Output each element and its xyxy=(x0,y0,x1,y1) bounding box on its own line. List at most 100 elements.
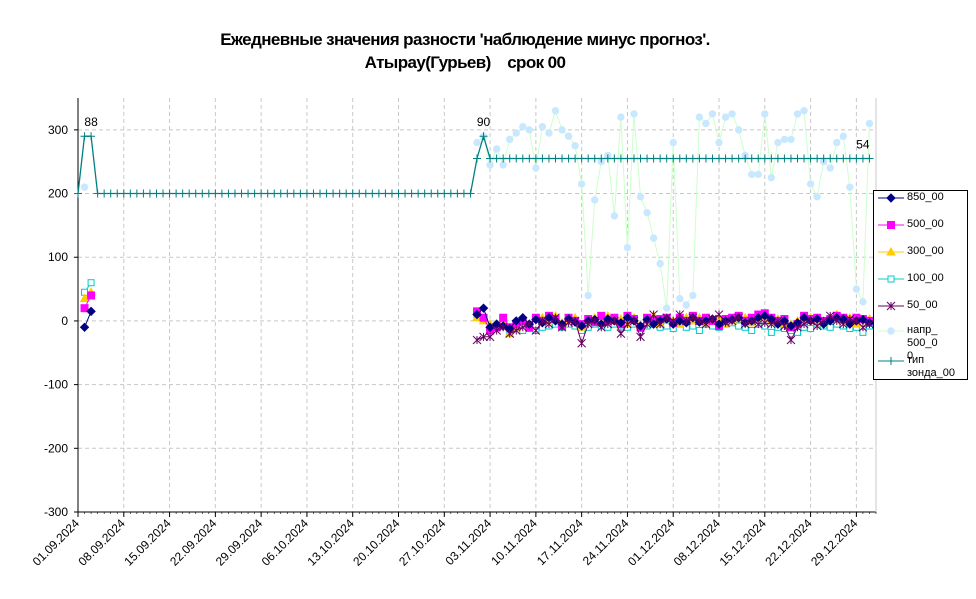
series-4-point xyxy=(583,319,593,329)
series-5-point xyxy=(558,126,566,134)
series-5-point xyxy=(715,138,723,147)
series-5-point xyxy=(787,135,795,144)
y-tick-label: -100 xyxy=(44,378,68,392)
series-0-point xyxy=(825,316,835,326)
series-5-point xyxy=(532,164,540,172)
series-4-point xyxy=(688,313,698,323)
legend-symbol xyxy=(878,327,904,335)
series-4-point xyxy=(708,314,717,324)
series-5-point xyxy=(767,173,776,182)
point-label: 88 xyxy=(84,115,98,129)
series-4-point xyxy=(721,318,730,328)
series-4-point xyxy=(511,326,521,335)
series-5-point xyxy=(793,110,802,118)
series-5-point xyxy=(780,135,789,144)
series-5-point xyxy=(708,110,717,118)
y-tick-label: 0 xyxy=(61,314,68,328)
x-tick-label: 29.12.2024 xyxy=(808,516,861,569)
series-5-point xyxy=(519,122,527,131)
legend: 850_00 500_00 300_00 100_00 50_00 напр_500_00… xyxy=(873,190,968,380)
y-tick-label: 300 xyxy=(48,123,68,137)
legend-point xyxy=(886,301,896,311)
series-4-point xyxy=(649,310,658,319)
series-6 xyxy=(74,132,874,198)
series-5-point xyxy=(721,113,730,121)
series-5-point xyxy=(676,294,684,303)
legend-label: 500_00 xyxy=(907,218,944,230)
x-tick-label: 13.10.2024 xyxy=(304,516,357,569)
legend-point xyxy=(887,275,895,283)
series-4-point xyxy=(472,335,482,345)
series-5-point xyxy=(623,243,632,252)
series-5-point xyxy=(754,170,762,179)
series-4-point xyxy=(812,321,822,331)
series-4-point xyxy=(727,316,737,326)
series-5-point xyxy=(859,298,867,306)
x-tick-label: 06.10.2024 xyxy=(259,516,312,569)
series-5-point xyxy=(545,129,553,137)
series-layer xyxy=(74,107,875,348)
series-0-point xyxy=(511,316,521,326)
series-0-point xyxy=(478,303,489,313)
series-4-point xyxy=(793,322,802,332)
series-5-point xyxy=(833,138,841,147)
x-tick-label: 29.09.2024 xyxy=(213,516,266,569)
series-3-point xyxy=(748,326,756,334)
series-3-point xyxy=(695,326,703,334)
legend-label: напр_500_00 xyxy=(907,324,938,362)
series-5-point xyxy=(682,301,691,309)
series-5-point xyxy=(774,138,782,147)
series-4-point xyxy=(681,316,691,326)
series-4-point xyxy=(623,319,632,329)
legend-point xyxy=(886,246,896,256)
chart-title-line-1: Ежедневные значения разности 'наблюдение… xyxy=(220,30,710,49)
legend-symbol xyxy=(878,357,904,365)
series-4-point xyxy=(616,329,626,339)
series-4-point xyxy=(825,311,835,321)
series-4-point xyxy=(505,329,515,339)
series-4-point xyxy=(538,316,547,326)
series-5-point xyxy=(662,304,671,312)
series-4-point xyxy=(642,319,652,329)
series-5-point xyxy=(649,234,658,242)
x-tick-label: 03.11.2024 xyxy=(442,516,494,568)
y-tick-label: -200 xyxy=(44,441,68,455)
legend-symbol xyxy=(878,221,904,229)
legend-point xyxy=(887,327,895,335)
series-5-point xyxy=(643,208,651,217)
series-6-point xyxy=(74,189,82,198)
series-4-point xyxy=(596,322,606,332)
series-5-point xyxy=(656,259,664,268)
series-4-point xyxy=(551,313,560,323)
point-labels: 88 90 54 xyxy=(84,115,870,151)
series-0-point xyxy=(485,322,495,332)
series-5-point xyxy=(761,110,769,118)
series-4-point xyxy=(799,319,809,329)
legend-point xyxy=(886,193,896,203)
x-tick-label: 27.10.2024 xyxy=(396,516,449,569)
legend-label: 300_00 xyxy=(907,245,944,257)
series-0-point xyxy=(786,321,796,331)
series-4-point xyxy=(832,316,842,326)
series-5-point xyxy=(813,193,821,201)
series-5-point xyxy=(486,161,494,169)
series-5-point xyxy=(630,110,638,118)
series-4-point xyxy=(492,326,501,335)
series-4-point xyxy=(838,319,848,329)
series-3-point xyxy=(807,325,815,333)
series-5-point xyxy=(571,142,579,150)
series-5-point xyxy=(591,196,599,204)
series-5-point xyxy=(636,193,645,201)
series-0-point xyxy=(616,318,626,328)
chart-title-line-2: Атырау(Гурьев) срок 00 xyxy=(364,53,566,72)
series-5-point xyxy=(512,129,520,137)
series-4-point xyxy=(531,326,541,335)
series-4-point xyxy=(695,316,704,326)
series-2-point xyxy=(79,293,90,303)
point-label: 90 xyxy=(477,115,491,129)
y-tick-label: -300 xyxy=(44,505,68,519)
series-4-point xyxy=(610,316,619,326)
series-4-point xyxy=(865,319,874,329)
series-4 xyxy=(472,310,874,348)
series-5-point xyxy=(852,285,861,293)
